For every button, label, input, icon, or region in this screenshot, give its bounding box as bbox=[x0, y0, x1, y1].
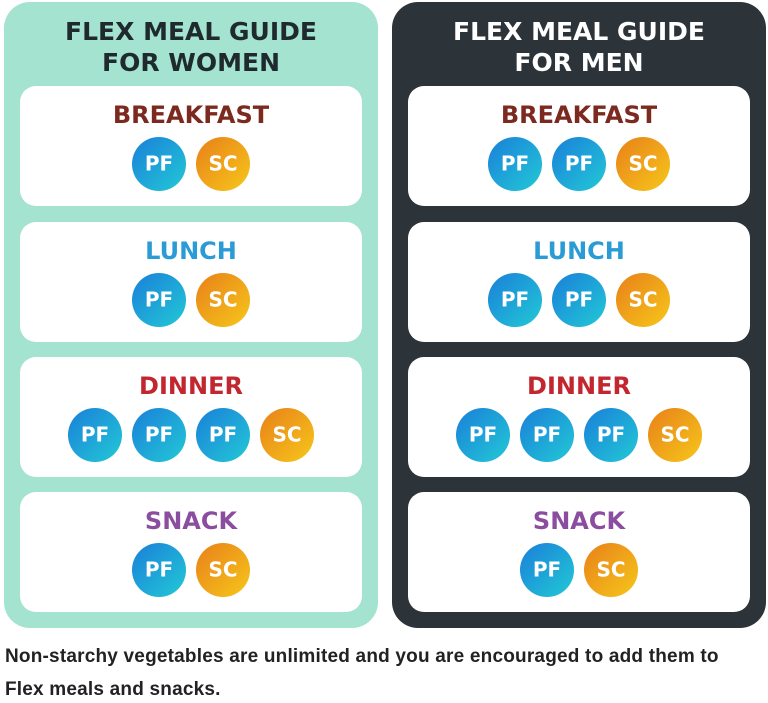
badge-label: SC bbox=[208, 558, 237, 582]
badge-label: SC bbox=[628, 288, 657, 312]
meal-card bbox=[20, 492, 362, 612]
badge bbox=[196, 137, 250, 191]
badge bbox=[552, 137, 606, 191]
meal-card bbox=[408, 492, 750, 612]
meal-name: SNACK bbox=[533, 507, 627, 535]
badge bbox=[520, 543, 574, 597]
badge bbox=[648, 408, 702, 462]
panel-title: FLEX MEAL GUIDE bbox=[65, 17, 317, 46]
badge-label: SC bbox=[272, 423, 301, 447]
badge-label: PF bbox=[565, 152, 593, 176]
footer-note: Non-starchy vegetables are unlimited and… bbox=[5, 646, 719, 700]
badge-label: PF bbox=[533, 423, 561, 447]
badge-label: PF bbox=[145, 152, 173, 176]
badge-label: PF bbox=[145, 423, 173, 447]
badge-label: PF bbox=[597, 423, 625, 447]
badge bbox=[488, 273, 542, 327]
badge bbox=[616, 273, 670, 327]
meal-name: DINNER bbox=[527, 372, 631, 400]
meal-card bbox=[20, 222, 362, 342]
badge-label: SC bbox=[208, 288, 237, 312]
meal-name: BREAKFAST bbox=[113, 101, 270, 129]
badge-label: SC bbox=[208, 152, 237, 176]
badge bbox=[68, 408, 122, 462]
badge-label: PF bbox=[145, 288, 173, 312]
badge-label: PF bbox=[209, 423, 237, 447]
badge bbox=[584, 543, 638, 597]
badge bbox=[132, 137, 186, 191]
panel-title: FOR WOMEN bbox=[102, 48, 280, 77]
meal-card bbox=[20, 86, 362, 206]
badge-label: PF bbox=[501, 152, 529, 176]
panel-title: FOR MEN bbox=[514, 48, 643, 77]
panel-title: FLEX MEAL GUIDE bbox=[453, 17, 705, 46]
badge-label: PF bbox=[145, 558, 173, 582]
meal-name: BREAKFAST bbox=[501, 101, 658, 129]
badge-label: PF bbox=[533, 558, 561, 582]
badge bbox=[616, 137, 670, 191]
badge bbox=[196, 543, 250, 597]
badge-label: PF bbox=[81, 423, 109, 447]
meal-name: LUNCH bbox=[533, 237, 625, 265]
badge bbox=[584, 408, 638, 462]
badge-label: SC bbox=[596, 558, 625, 582]
badge bbox=[196, 408, 250, 462]
badge-label: SC bbox=[628, 152, 657, 176]
badge-label: PF bbox=[565, 288, 593, 312]
meal-name: DINNER bbox=[139, 372, 243, 400]
badge bbox=[132, 408, 186, 462]
badge bbox=[132, 543, 186, 597]
badge-label: PF bbox=[469, 423, 497, 447]
badge-label: PF bbox=[501, 288, 529, 312]
meal-name: SNACK bbox=[145, 507, 239, 535]
badge bbox=[132, 273, 186, 327]
badge bbox=[552, 273, 606, 327]
badge bbox=[260, 408, 314, 462]
badge bbox=[488, 137, 542, 191]
badge bbox=[456, 408, 510, 462]
badge-label: SC bbox=[660, 423, 689, 447]
badge bbox=[196, 273, 250, 327]
badge bbox=[520, 408, 574, 462]
meal-name: LUNCH bbox=[145, 237, 237, 265]
